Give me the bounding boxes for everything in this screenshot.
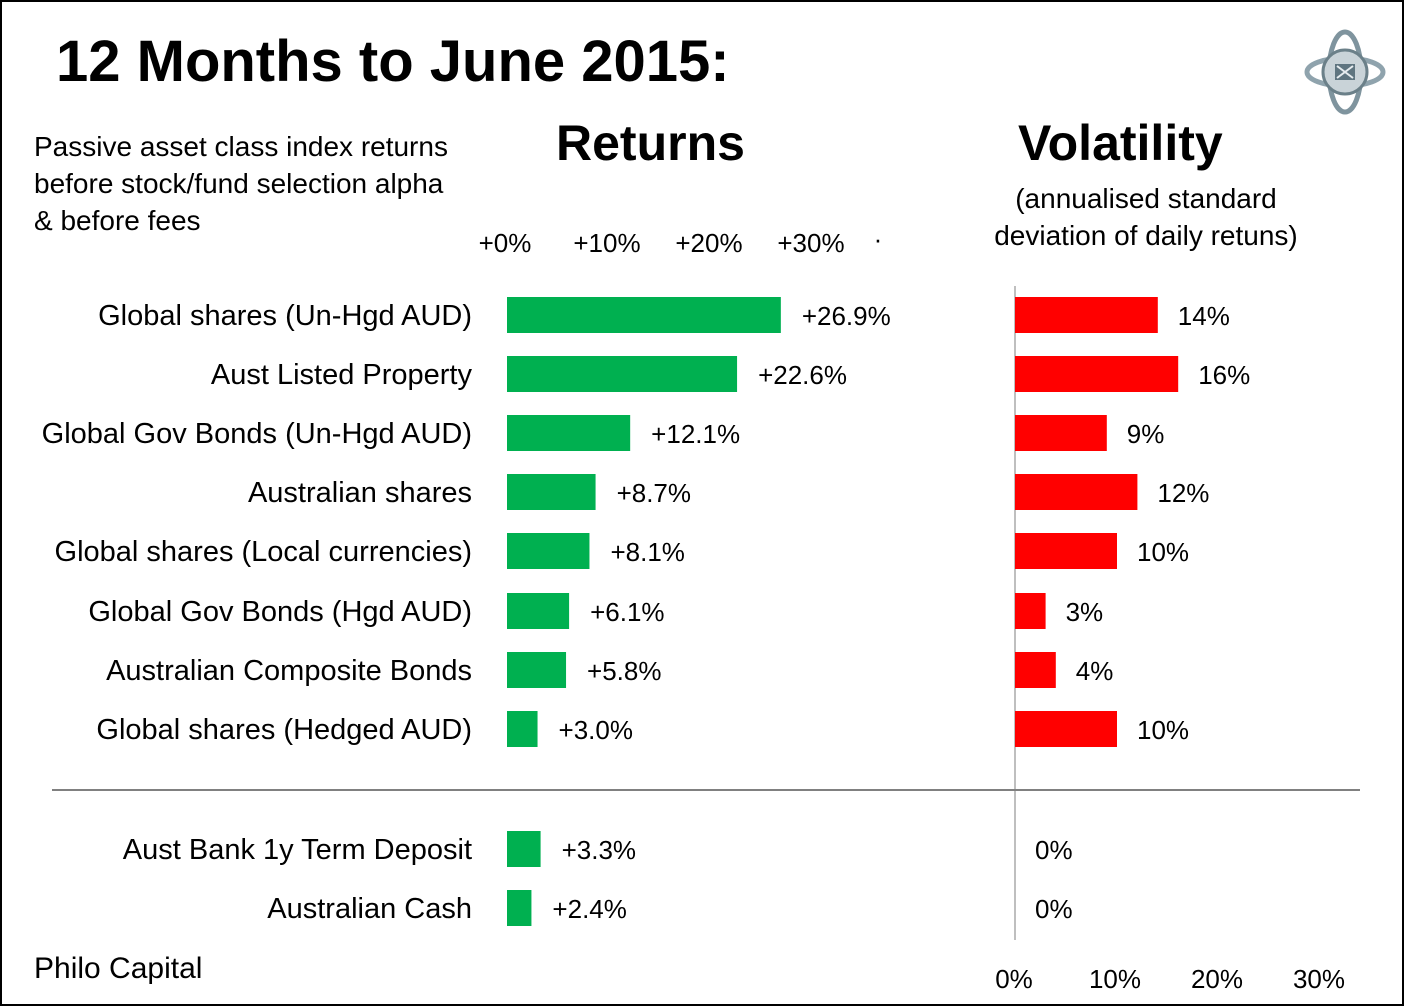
returns-bar	[507, 890, 532, 926]
volatility-data-label: 0%	[1035, 835, 1073, 865]
returns-data-label: +2.4%	[552, 894, 626, 924]
volatility-bar	[1015, 652, 1056, 688]
returns-bar	[507, 356, 738, 392]
category-label: Global Gov Bonds (Hgd AUD)	[88, 596, 472, 628]
volatility-data-label: 10%	[1137, 537, 1189, 567]
returns-tick-label: +0%	[479, 228, 532, 258]
returns-bar	[507, 652, 567, 688]
volatility-panel-subtitle: (annualised standard deviation of daily …	[994, 183, 1298, 251]
globe-logo-icon	[1304, 29, 1386, 115]
category-label: Global shares (Hedged AUD)	[96, 714, 472, 746]
volatility-data-label: 16%	[1198, 360, 1250, 390]
returns-bar	[507, 474, 596, 510]
source-footer: Philo Capital	[34, 952, 203, 985]
volatility-data-label: 3%	[1066, 597, 1104, 627]
volatility-panel-title: Volatility	[1018, 115, 1223, 171]
chart-subtitle: Passive asset class index returns before…	[34, 131, 448, 236]
returns-tick-dot: ·	[874, 224, 883, 254]
returns-data-label: +8.7%	[617, 478, 691, 508]
volatility-tick-label: 30%	[1293, 964, 1345, 994]
returns-data-label: +12.1%	[651, 419, 740, 449]
volatility-tick-label: 0%	[995, 964, 1033, 994]
volatility-bar	[1015, 593, 1046, 629]
returns-tick-label: +20%	[675, 228, 742, 258]
returns-data-label: +3.3%	[562, 835, 636, 865]
volatility-bar	[1015, 415, 1107, 451]
category-label: Global shares (Local currencies)	[55, 536, 472, 568]
volatility-data-label: 12%	[1157, 478, 1209, 508]
volatility-tick-label: 20%	[1191, 964, 1243, 994]
returns-bar	[507, 533, 590, 569]
page-title: 12 Months to June 2015:	[56, 29, 730, 94]
volatility-data-label: 14%	[1178, 301, 1230, 331]
returns-bar	[507, 415, 631, 451]
category-label: Australian shares	[248, 477, 472, 509]
returns-tick-label: +10%	[573, 228, 640, 258]
category-label: Aust Listed Property	[211, 359, 473, 391]
category-label: Australian Composite Bonds	[106, 655, 472, 687]
volatility-bar	[1015, 474, 1138, 510]
volatility-tick-label: 10%	[1089, 964, 1141, 994]
returns-bar	[507, 297, 781, 333]
volatility-data-label: 10%	[1137, 715, 1189, 745]
returns-bar	[507, 593, 570, 629]
category-label: Australian Cash	[267, 893, 472, 925]
returns-bar	[507, 831, 541, 867]
volatility-bar	[1015, 297, 1158, 333]
returns-bar	[507, 711, 538, 747]
volatility-data-label: 4%	[1076, 656, 1114, 686]
category-label: Global Gov Bonds (Un-Hgd AUD)	[42, 418, 472, 450]
volatility-bar	[1015, 533, 1117, 569]
returns-data-label: +8.1%	[610, 537, 684, 567]
volatility-bar	[1015, 356, 1179, 392]
returns-data-label: +26.9%	[802, 301, 891, 331]
returns-tick-label: +30%	[777, 228, 844, 258]
volatility-data-label: 9%	[1127, 419, 1165, 449]
returns-data-label: +6.1%	[590, 597, 664, 627]
returns-panel-title: Returns	[556, 115, 745, 171]
returns-data-label: +3.0%	[559, 715, 633, 745]
category-label: Global shares (Un-Hgd AUD)	[98, 300, 472, 332]
category-label: Aust Bank 1y Term Deposit	[123, 834, 472, 866]
returns-data-label: +22.6%	[758, 360, 847, 390]
volatility-data-label: 0%	[1035, 894, 1073, 924]
returns-data-label: +5.8%	[587, 656, 661, 686]
volatility-bar	[1015, 711, 1117, 747]
